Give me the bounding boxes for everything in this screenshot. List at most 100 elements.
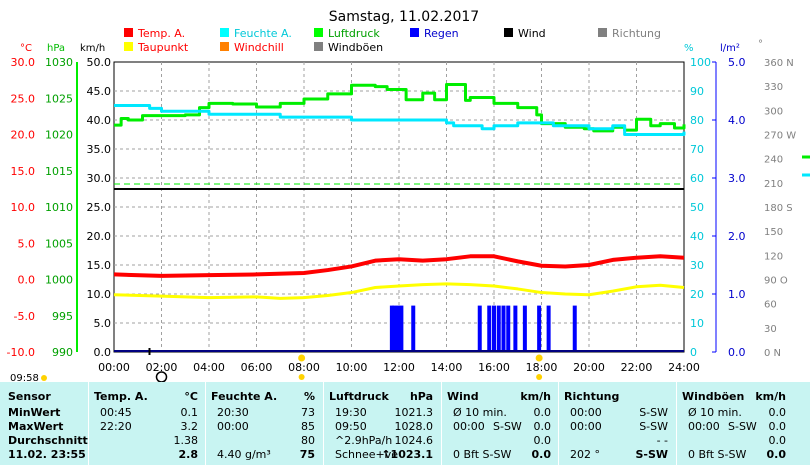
- stats-cell: 3.2: [180, 420, 199, 433]
- legend-label-3: Regen: [424, 27, 459, 40]
- stats-cell: 00:00: [688, 420, 720, 433]
- stats-cell: 4.40 g/m³: [217, 448, 271, 461]
- temp-tick: 5.0: [18, 237, 36, 250]
- stats-separator: [205, 382, 206, 465]
- stats-cell: hPa: [409, 390, 433, 403]
- stats-cell: 75: [299, 448, 315, 461]
- rain-tick: 2.0: [728, 230, 746, 243]
- stats-cell: 00:00: [570, 406, 602, 419]
- rain-bar: [477, 305, 482, 352]
- direction-tick: 270 W: [764, 131, 796, 142]
- weather-chart: Samstag, 11.02.2017 Temp. A. Feuchte A. Lu…: [7, 9, 810, 382]
- direction-tick: 180 S: [764, 203, 793, 214]
- rain-bar: [399, 305, 404, 352]
- direction-tick: 240: [764, 155, 783, 166]
- pressure-tick: 1005: [45, 237, 73, 250]
- stats-cell: 1024.6: [394, 434, 434, 447]
- legend-swatch-8: [314, 42, 323, 51]
- series-line-2: [113, 254, 685, 278]
- wind-tick: 20.0: [87, 230, 112, 243]
- x-tick: 16:00: [478, 361, 510, 374]
- sun-icon: [298, 354, 306, 362]
- sun-icon: [298, 374, 305, 380]
- wind-tick: 10.0: [87, 288, 112, 301]
- legend-swatch-7: [220, 42, 229, 51]
- wind-tick: 5.0: [94, 317, 112, 330]
- legend-swatch-0: [124, 28, 133, 37]
- humidity-tick: 90: [690, 85, 704, 98]
- direction-tick: 360 N: [764, 58, 794, 69]
- stats-cell: %: [303, 390, 315, 403]
- temp-unit: °C: [20, 43, 32, 54]
- stats-cell: 0.1: [180, 406, 199, 419]
- rain-bar: [492, 305, 496, 352]
- x-tick: 10:00: [336, 361, 368, 374]
- stats-cell: ↑1023.1: [381, 448, 433, 461]
- rain-bar: [501, 305, 506, 352]
- series-line-3: [113, 282, 685, 300]
- pressure-tick: 1015: [45, 165, 73, 178]
- legend-label-4: Wind: [518, 27, 546, 40]
- stats-cell: MinWert: [8, 406, 61, 419]
- rain-bar: [572, 305, 577, 352]
- stats-cell: S-SW: [728, 420, 757, 433]
- rain-bar: [395, 305, 400, 352]
- sun-icon: [536, 374, 543, 380]
- stats-cell: 80: [301, 434, 315, 447]
- legend-label-1: Feuchte A.: [234, 27, 292, 40]
- temp-tick: 20.0: [11, 129, 36, 142]
- pressure-tick: 1030: [45, 56, 73, 69]
- temp-tick: 0.0: [18, 274, 36, 287]
- stats-cell: 22:20: [100, 420, 132, 433]
- stats-cell: 20:30: [217, 406, 249, 419]
- stats-cell: 0.0: [533, 406, 552, 419]
- legend-label-7: Windchill: [234, 41, 284, 54]
- rain-tick: 3.0: [728, 172, 746, 185]
- wind-tick: 50.0: [87, 56, 112, 69]
- temp-tick: 15.0: [11, 165, 36, 178]
- stats-cell: 11.02. 23:55: [8, 448, 86, 461]
- stats-cell: 73: [301, 406, 315, 419]
- stats-cell: 00:00: [217, 420, 249, 433]
- wind-tick: 30.0: [87, 172, 112, 185]
- stats-cell: 1021.3: [394, 406, 434, 419]
- wind-tick: 15.0: [87, 259, 112, 272]
- stats-cell: km/h: [520, 390, 551, 403]
- direction-tick: 90 O: [764, 276, 788, 287]
- humidity-tick: 20: [690, 288, 704, 301]
- x-tick: 14:00: [431, 361, 463, 374]
- plot-area: [41, 82, 686, 382]
- rain-unit: l/m²: [720, 43, 740, 54]
- humidity-tick: 0: [690, 346, 697, 359]
- wind-unit: km/h: [80, 43, 105, 54]
- rain-bar: [506, 305, 511, 352]
- x-tick: 00:00: [98, 361, 130, 374]
- stats-separator: [676, 382, 677, 465]
- corner-time: 09:58: [10, 373, 39, 382]
- stats-cell: km/h: [755, 390, 786, 403]
- rain-tick: 0.0: [728, 346, 746, 359]
- legend-label-5: Richtung: [612, 27, 661, 40]
- direction-tick: 30: [764, 324, 777, 335]
- rain-bar: [546, 305, 551, 352]
- stats-cell: Sensor: [8, 390, 51, 403]
- stats-separator: [88, 382, 89, 465]
- wind-tick: 25.0: [87, 201, 112, 214]
- axes: 30.025.020.015.010.05.00.0-5.0-10.010301…: [7, 56, 810, 374]
- pressure-tick: 1010: [45, 201, 73, 214]
- temp-tick: 30.0: [11, 56, 36, 69]
- stats-cell: S-SW: [639, 420, 668, 433]
- x-tick: 18:00: [526, 361, 558, 374]
- sun-icon: [41, 375, 47, 381]
- stats-separator: [558, 382, 559, 465]
- rain-bar: [411, 305, 416, 352]
- stats-cell: Richtung: [564, 390, 620, 403]
- pressure-tick: 995: [52, 310, 73, 323]
- stats-cell: °C: [184, 390, 198, 403]
- stats-cell: 19:30: [335, 406, 367, 419]
- stats-cell: S-SW: [639, 406, 668, 419]
- stats-cell: Wind: [447, 390, 479, 403]
- direction-tick: 330: [764, 82, 783, 93]
- wind-tick: 0.0: [94, 346, 112, 359]
- x-tick: 04:00: [193, 361, 225, 374]
